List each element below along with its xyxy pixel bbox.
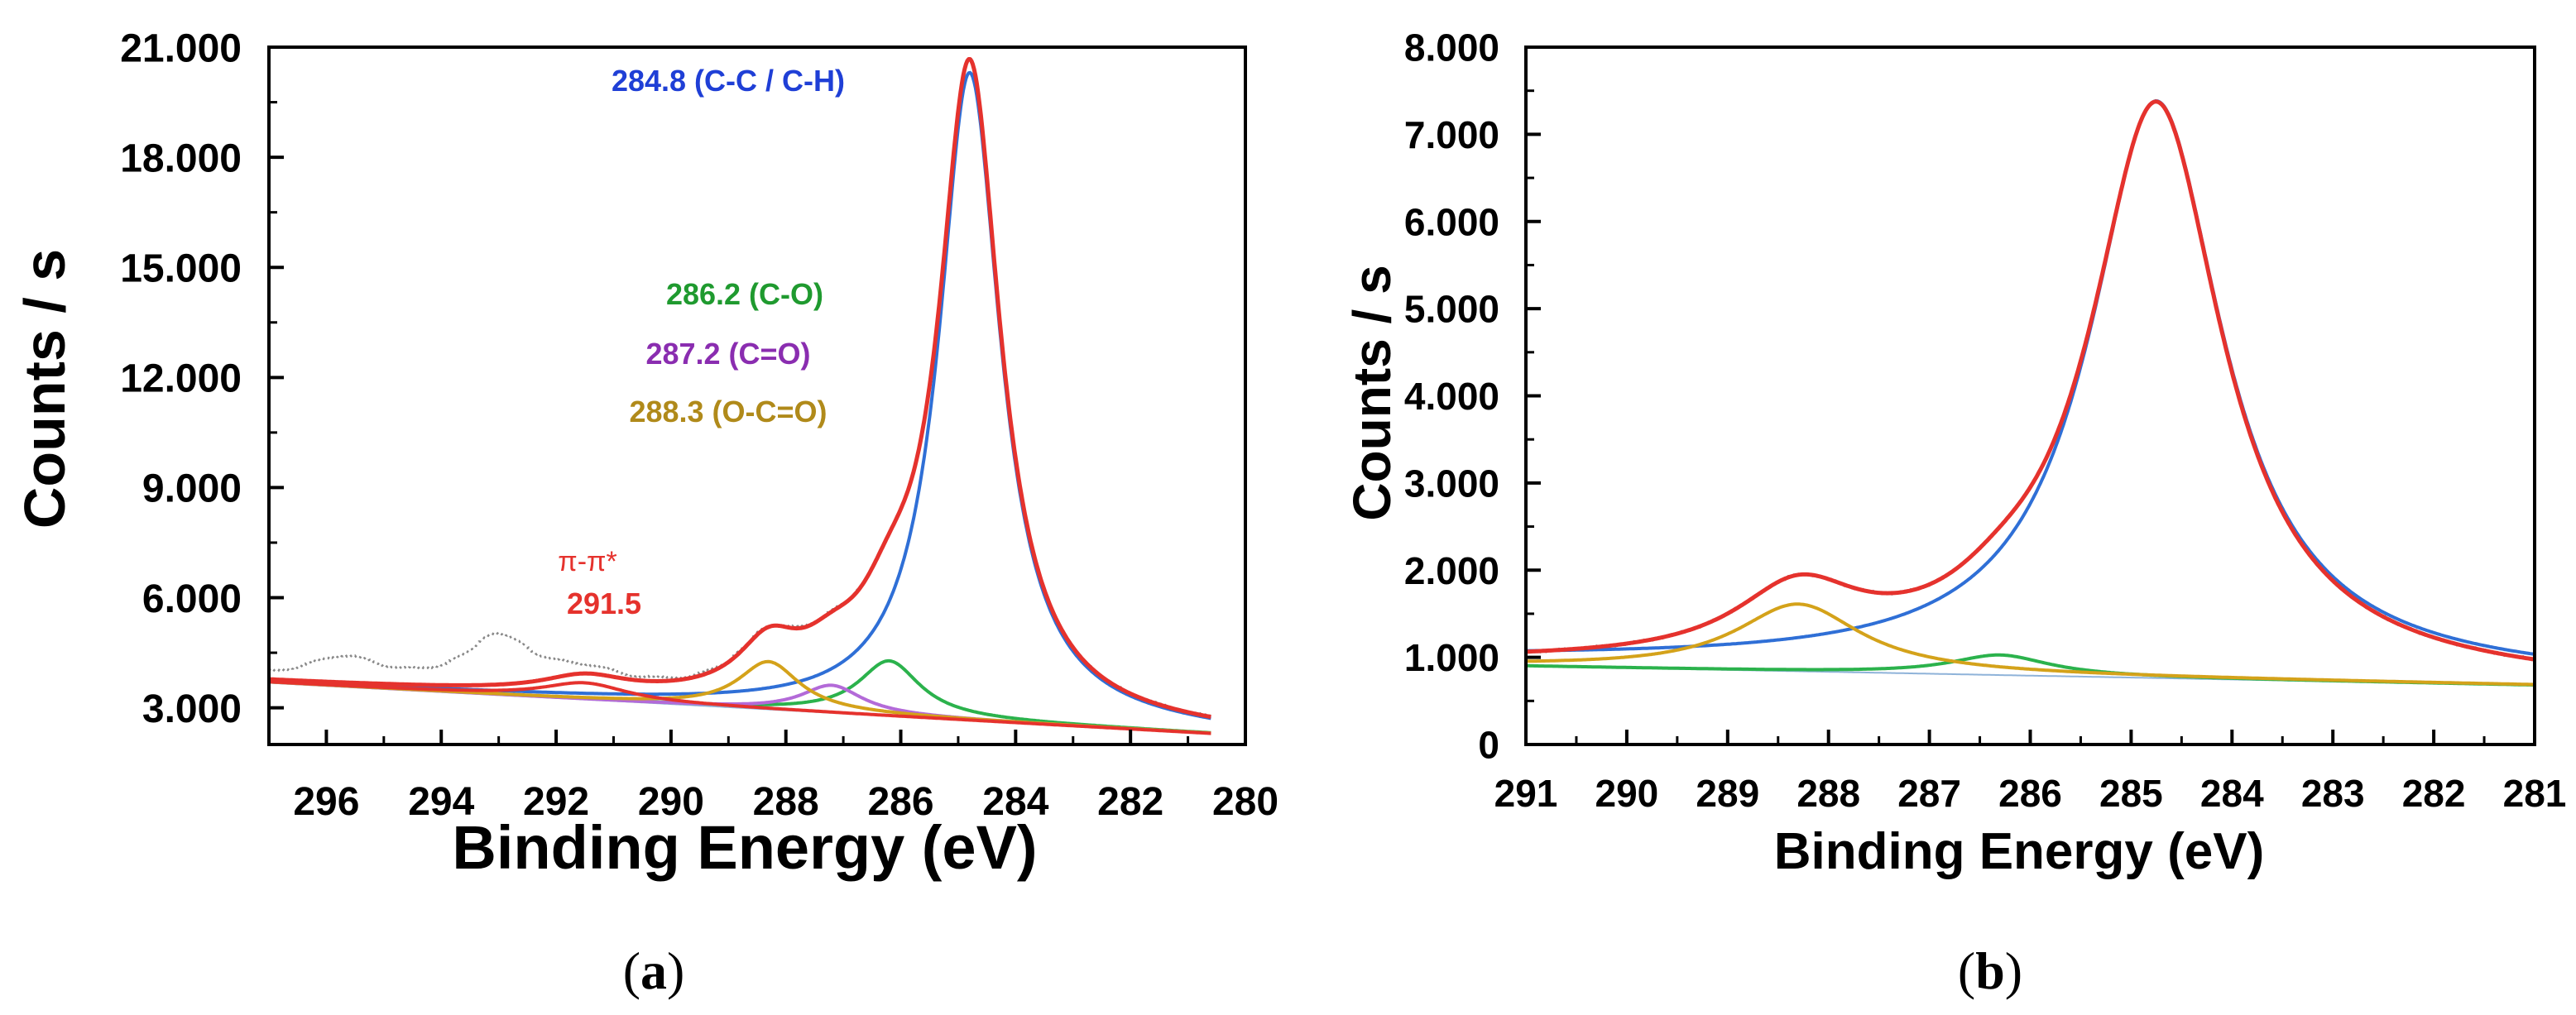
annotation-c-c-c-h: 284.8 (C-C / C-H): [612, 64, 845, 98]
panel-b-y-tick-label: 5.000: [1404, 288, 1499, 331]
panel-b-x-tick-label: 290: [1595, 772, 1659, 815]
panel-a-ticks: 296 294 292 290 288 286 284 282 280 3.000 6.000 9.0…: [120, 26, 1278, 824]
panel-b-y-tick-label: 2.000: [1404, 549, 1499, 592]
panel-a-x-tick-label: 294: [408, 780, 474, 824]
panel-b-caption: (b): [1958, 941, 2022, 1000]
panel-a-x-tick-label: 290: [638, 780, 704, 824]
panel-b-x-tick-label: 283: [2301, 772, 2365, 815]
panel-b-y-tick-label: 3.000: [1404, 462, 1499, 505]
chart-panel-a: 296 294 292 290 288 286 284 282 280 3.000 6.000 9.0…: [12, 26, 1278, 1000]
panel-a-axes-frame: [267, 45, 1247, 746]
panel-b-axes-frame: [1524, 45, 2536, 746]
panel-a-y-tick-label: 21.000: [120, 26, 242, 70]
panel-a-x-tick-label: 296: [293, 780, 359, 824]
panel-b-x-tick-label: 284: [2200, 772, 2264, 815]
annotation-c-o: 286.2 (C-O): [666, 277, 823, 311]
annotation-c-eq-o: 287.2 (C=O): [645, 337, 810, 371]
panel-a-x-tick-label: 282: [1097, 780, 1163, 824]
annotation-291-5: 291.5: [567, 586, 641, 620]
panel-a-x-tick-label: 292: [523, 780, 589, 824]
panel-b-envelope-line: [1525, 99, 2535, 662]
panel-a-x-tick-label: 286: [867, 780, 933, 824]
panel-a-y-axis-title: Counts / s: [12, 249, 77, 529]
panel-b-y-tick-label: 7.000: [1404, 113, 1499, 156]
chart-panel-b: 291 290 289 288 287 286 285 284 283 282 281 0 1.000 2…: [1342, 26, 2566, 1000]
panel-a-curves: [268, 57, 1212, 735]
panel-b-x-tick-label: 289: [1696, 772, 1759, 815]
panel-b-y-tick-label: 6.000: [1404, 200, 1499, 243]
panel-a-x-tick-label: 280: [1212, 780, 1278, 824]
panel-b-curves: [1525, 98, 2535, 687]
panel-b-y-tick-label: 0: [1478, 724, 1499, 767]
panel-b-y-tick-label: 1.000: [1404, 636, 1499, 679]
panel-a-y-tick-label: 12.000: [120, 357, 242, 401]
panel-a-y-tick-label: 3.000: [142, 687, 242, 731]
panel-b-y-tick-label: 4.000: [1404, 375, 1499, 418]
panel-b-x-tick-label: 282: [2402, 772, 2466, 815]
panel-a-y-tick-label: 9.000: [142, 467, 242, 511]
panel-a-x-tick-label: 284: [982, 780, 1048, 824]
panel-b-y-axis-title: Counts / s: [1342, 265, 1402, 520]
panel-a-x-tick-label: 288: [753, 780, 819, 824]
panel-b-x-tick-label: 288: [1796, 772, 1860, 815]
panel-b-x-tick-label: 285: [2099, 772, 2163, 815]
annotation-pi-pi-star: π-π*: [558, 546, 616, 577]
panel-b-x-tick-label: 287: [1897, 772, 1961, 815]
panel-b-x-tick-label: 281: [2503, 772, 2567, 815]
panel-a-y-tick-label: 6.000: [142, 577, 242, 621]
panel-a-envelope-line: [268, 57, 1212, 720]
panel-a-y-tick-label: 15.000: [120, 247, 242, 290]
panel-a-component-pi-pi-satellite: [268, 680, 1211, 735]
panel-a-x-axis-title: Binding Energy (eV): [452, 813, 1037, 882]
panel-b-component-component-288-3: [1525, 602, 2535, 687]
annotation-o-c-eq-o: 288.3 (O-C=O): [629, 395, 827, 429]
panel-b-y-tick-label: 8.000: [1404, 26, 1499, 69]
panel-b-ticks: 291 290 289 288 287 286 285 284 283 282 281 0 1.000 2…: [1404, 26, 2567, 815]
panel-a-y-tick-label: 18.000: [120, 136, 242, 180]
panel-b-x-tick-label: 286: [1998, 772, 2062, 815]
panel-a-caption: (a): [623, 941, 685, 1000]
panel-b-x-axis-title: Binding Energy (eV): [1774, 823, 2264, 880]
panel-b-x-tick-label: 291: [1494, 772, 1558, 815]
